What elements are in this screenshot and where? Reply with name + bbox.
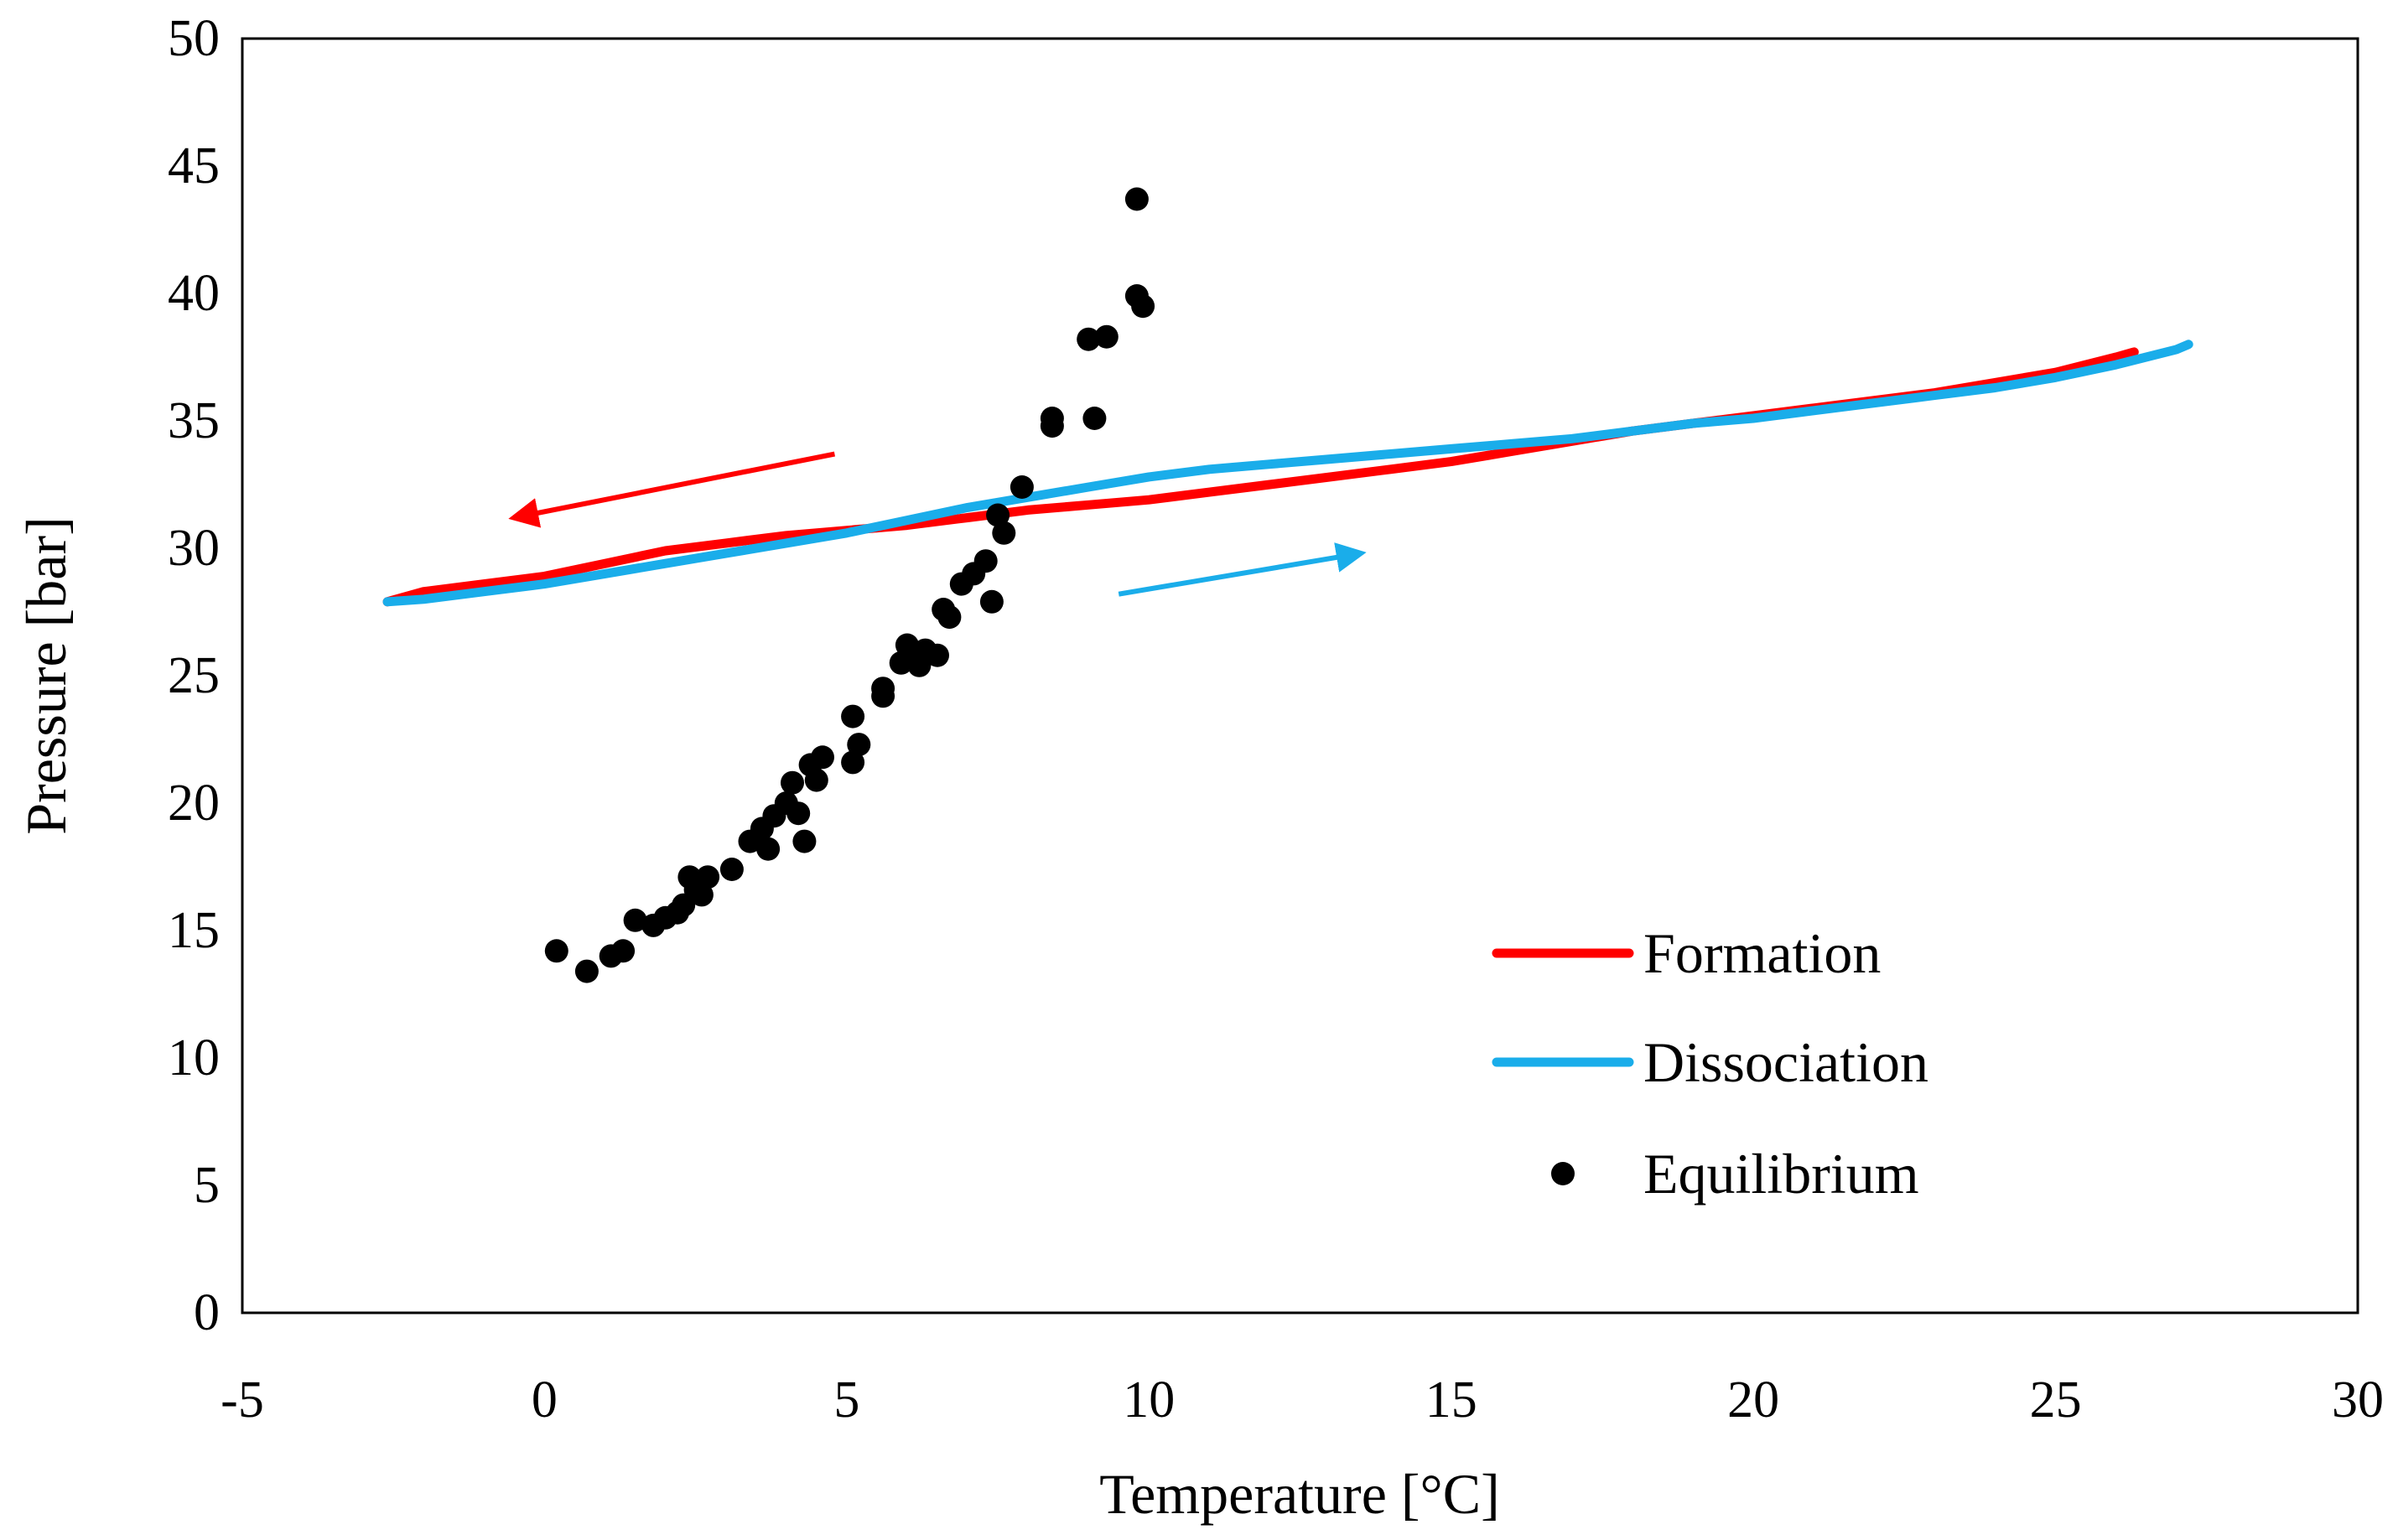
equilibrium-point [841, 750, 865, 775]
annotations-group [508, 451, 1367, 597]
equilibrium-point [1010, 475, 1034, 499]
y-tick-label: 0 [194, 1284, 220, 1341]
equilibrium-point [611, 939, 636, 963]
x-tick-label: 5 [833, 1371, 859, 1429]
equilibrium-point [871, 677, 895, 701]
legend-swatch-equilibrium [1551, 1162, 1575, 1185]
x-axis-title: Temperature [°C] [1099, 1462, 1499, 1526]
y-tick-label: 15 [168, 902, 220, 959]
y-tick-label: 20 [168, 775, 220, 832]
x-tick-label: 10 [1123, 1371, 1175, 1429]
equilibrium-point [926, 643, 949, 667]
equilibrium-point [973, 549, 998, 573]
equilibrium-point [719, 858, 744, 881]
x-tick-label: 15 [1425, 1371, 1477, 1429]
series-group [382, 187, 2193, 983]
equilibrium-point [811, 745, 834, 770]
x-tick-label: 25 [2030, 1371, 2082, 1429]
y-tick-label: 45 [168, 137, 220, 194]
equilibrium-point [804, 768, 828, 792]
equilibrium-point [689, 883, 714, 907]
y-tick-label: 50 [168, 10, 220, 67]
equilibrium-point [1124, 187, 1149, 211]
equilibrium-point [992, 521, 1016, 545]
equilibrium-point [979, 589, 1004, 614]
y-tick-label: 25 [168, 647, 220, 704]
equilibrium-point [1082, 407, 1107, 430]
legend-label-dissociation: Dissociation [1643, 1030, 1928, 1094]
equilibrium-point [1131, 294, 1155, 319]
y-tick-label: 30 [168, 520, 220, 577]
equilibrium-point [781, 770, 804, 795]
equilibrium-point [937, 605, 962, 630]
formation-direction-arrow [508, 451, 836, 528]
y-tick-label: 10 [168, 1029, 220, 1086]
x-tick-label: 20 [1727, 1371, 1779, 1429]
equilibrium-point [792, 829, 817, 853]
y-tick-label: 40 [168, 265, 220, 322]
equilibrium-point [1077, 327, 1101, 351]
equilibrium-point [574, 959, 599, 983]
y-tick-label: 35 [168, 392, 220, 449]
plot-area-frame [241, 37, 2359, 1314]
x-tick-label: 30 [2332, 1371, 2384, 1429]
y-tick-label: 5 [194, 1157, 220, 1214]
equilibrium-point [986, 503, 1010, 527]
x-tick-label: 0 [532, 1371, 558, 1429]
equilibrium-point [786, 801, 811, 826]
dissociation-direction-arrow [1118, 542, 1367, 597]
equilibrium-point [1040, 414, 1064, 438]
equilibrium-point [696, 865, 720, 889]
equilibrium-point [1094, 324, 1119, 349]
equilibrium-point [841, 704, 865, 729]
series-line-dissociation [382, 340, 2193, 607]
equilibrium-point [847, 733, 871, 757]
legend: Formation Dissociation Equilibrium [1492, 921, 1928, 1206]
y-axis-title: Pressure [bar] [14, 516, 78, 835]
legend-label-equilibrium: Equilibrium [1643, 1142, 1919, 1206]
equilibrium-point [623, 908, 647, 932]
legend-label-formation: Formation [1643, 921, 1881, 985]
x-tick-label: -5 [221, 1371, 264, 1429]
equilibrium-point [544, 939, 568, 963]
equilibrium-point [756, 837, 781, 861]
